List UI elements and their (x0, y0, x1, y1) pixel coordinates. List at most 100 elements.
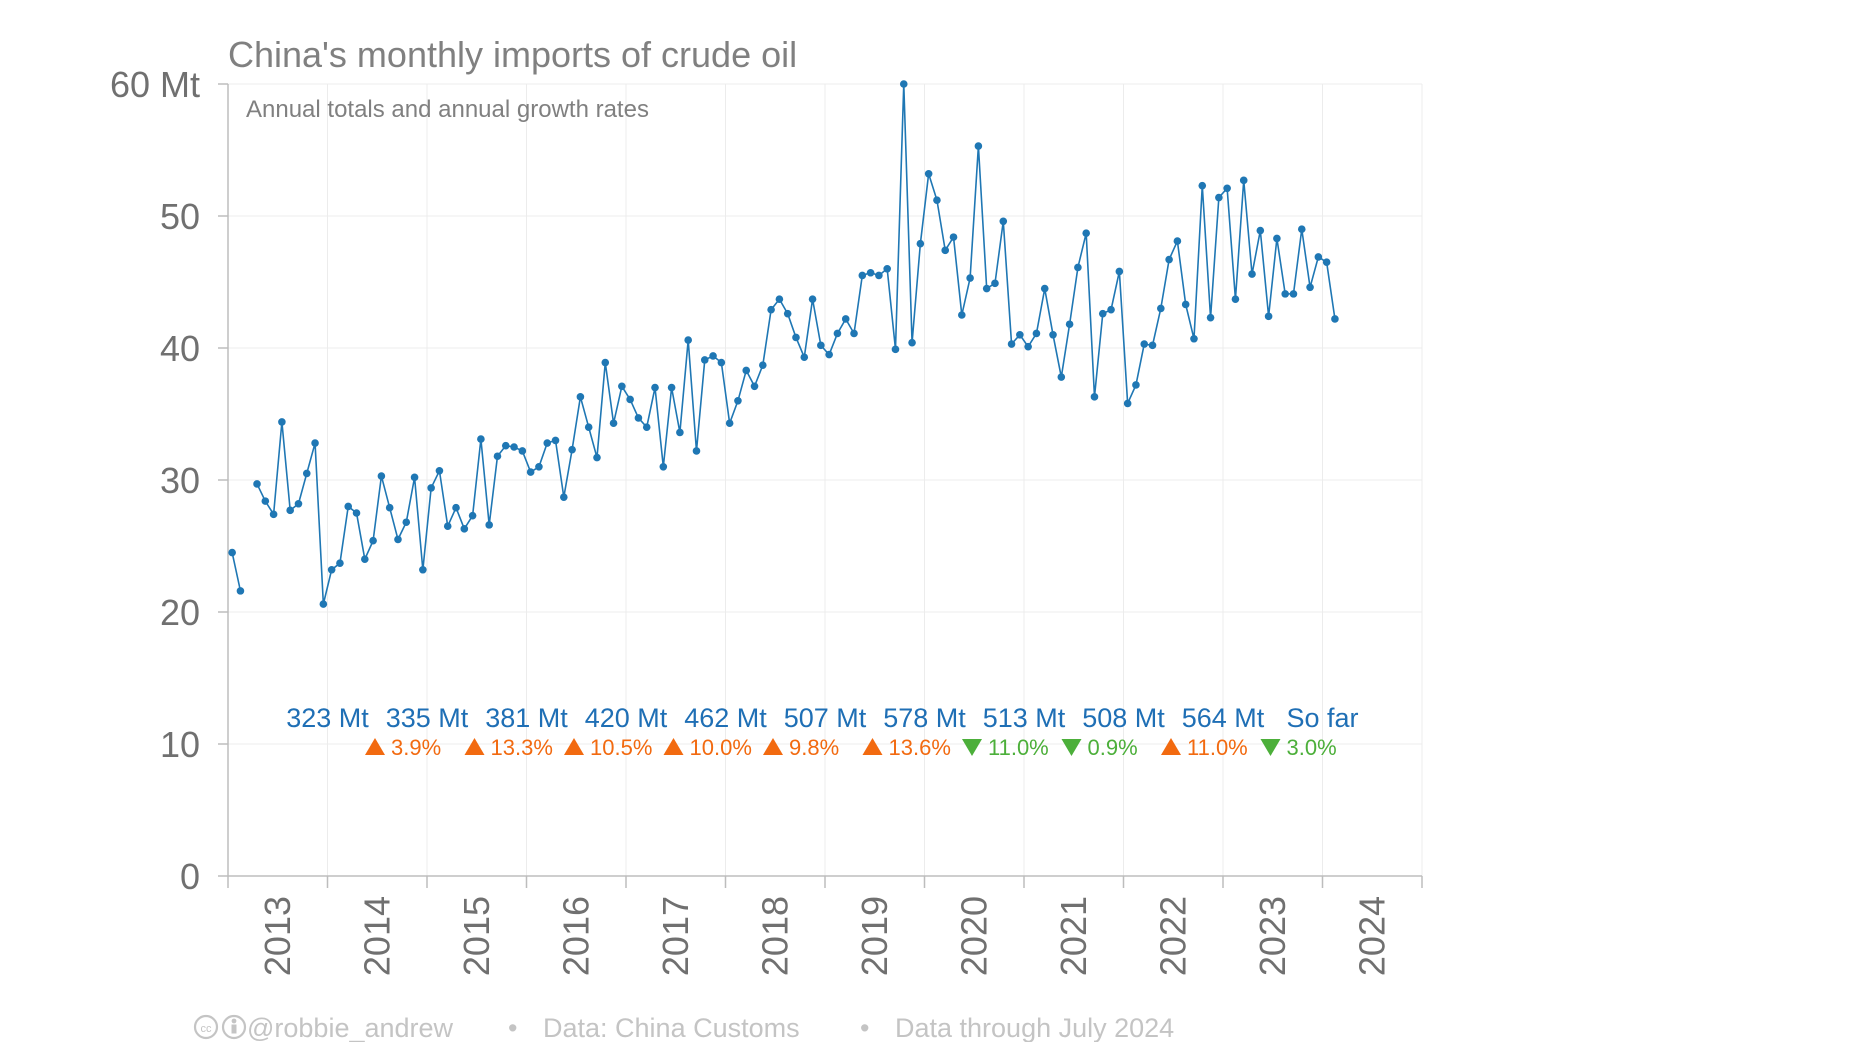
data-point (1190, 334, 1198, 343)
data-point (1074, 263, 1082, 272)
data-point (916, 239, 925, 248)
data-point (576, 393, 585, 401)
data-point (651, 383, 659, 392)
data-point (1181, 300, 1190, 309)
increase-triangle-icon (564, 738, 584, 755)
x-tick-label: 2016 (555, 896, 596, 976)
data-point (1223, 184, 1231, 193)
data-point (1140, 340, 1149, 348)
chart-title: China's monthly imports of crude oil (228, 34, 797, 75)
data-point (841, 315, 850, 323)
data-point (1049, 331, 1057, 339)
footer-source: Data: China Customs (543, 1013, 800, 1042)
decrease-triangle-icon (1061, 739, 1082, 756)
data-point (1198, 181, 1207, 190)
data-point (933, 196, 941, 204)
data-point (1264, 312, 1273, 321)
decrease-triangle-icon (962, 739, 982, 756)
footer-data-through: Data through July 2024 (895, 1013, 1174, 1042)
x-tick-labels: 2013 2014 2015 2016 2017 2018 2019 2020 2021 2022… (257, 896, 1393, 976)
data-point (1098, 309, 1107, 318)
data-point (659, 463, 668, 471)
data-point (891, 345, 900, 354)
data-point (618, 382, 626, 391)
data-point (642, 423, 651, 432)
x-tick-label: 2020 (953, 896, 994, 976)
y-tick-label: 40 (160, 328, 200, 369)
data-point (1132, 381, 1140, 389)
data-point (725, 419, 734, 428)
data-point (361, 555, 369, 563)
axes (218, 83, 1423, 888)
data-point (327, 565, 336, 574)
data-point (253, 480, 261, 488)
x-tick-label: 2013 (257, 896, 298, 976)
x-tick-label: 2015 (456, 896, 497, 976)
annual-growth-label: 11.0% (1187, 735, 1248, 760)
data-point (817, 341, 825, 350)
data-point (999, 217, 1008, 226)
data-point (858, 271, 867, 280)
data-point (501, 441, 510, 450)
x-tick-label: 2024 (1351, 896, 1392, 976)
data-point (485, 521, 493, 529)
annual-total-label: So far (1286, 703, 1358, 733)
data-point (1157, 304, 1165, 313)
data-point (228, 548, 236, 557)
data-point (1016, 331, 1024, 339)
data-point (543, 439, 552, 447)
x-tick-label: 2022 (1152, 896, 1193, 976)
data-point (949, 233, 958, 241)
annual-total-label: 381 Mt (485, 703, 568, 733)
data-point (717, 358, 726, 367)
increase-triangle-icon (763, 738, 783, 755)
data-point (319, 600, 328, 608)
data-point (493, 452, 502, 461)
data-point (394, 535, 402, 544)
data-point (1206, 313, 1215, 322)
data-point (1115, 267, 1124, 276)
data-point (1024, 342, 1032, 351)
data-point (792, 333, 800, 342)
data-point (344, 502, 353, 511)
footer-separator: • (508, 1013, 517, 1042)
increase-triangle-icon (862, 738, 883, 755)
data-point (1248, 270, 1256, 278)
data-point (1148, 341, 1157, 350)
y-tick-label: 10 (160, 724, 200, 765)
annual-total-label: 508 Mt (1082, 703, 1165, 733)
data-point (1165, 255, 1173, 264)
data-point (634, 414, 643, 422)
annual-growth-label: 10.0% (690, 735, 752, 760)
data-point (908, 338, 916, 347)
data-point (1057, 373, 1066, 381)
chart-subtitle: Annual totals and annual growth rates (246, 96, 649, 123)
data-point (800, 353, 809, 362)
data-point (1239, 176, 1248, 185)
y-tick-label: 50 (160, 196, 200, 237)
data-point (427, 484, 435, 492)
data-point (510, 443, 518, 451)
data-point (1082, 229, 1090, 237)
data-point (750, 382, 759, 391)
data-point (924, 169, 933, 178)
data-point (477, 435, 485, 443)
data-point (775, 295, 784, 303)
data-point (560, 493, 568, 501)
data-point (294, 499, 303, 508)
annual-total-label: 323 Mt (286, 703, 369, 733)
data-point (1322, 258, 1331, 267)
data-point (767, 305, 775, 314)
annual-growth-label: 13.6% (889, 735, 951, 760)
data-point (974, 142, 983, 150)
data-point (1273, 234, 1281, 243)
data-point (261, 497, 270, 505)
annual-growth-label: 0.9% (1088, 735, 1138, 760)
x-tick-label: 2021 (1053, 896, 1094, 976)
data-point (385, 503, 394, 512)
data-point (734, 397, 742, 405)
x-tick-label: 2023 (1252, 896, 1293, 976)
data-point (311, 439, 319, 447)
data-point (278, 418, 286, 426)
data-point (460, 525, 469, 533)
